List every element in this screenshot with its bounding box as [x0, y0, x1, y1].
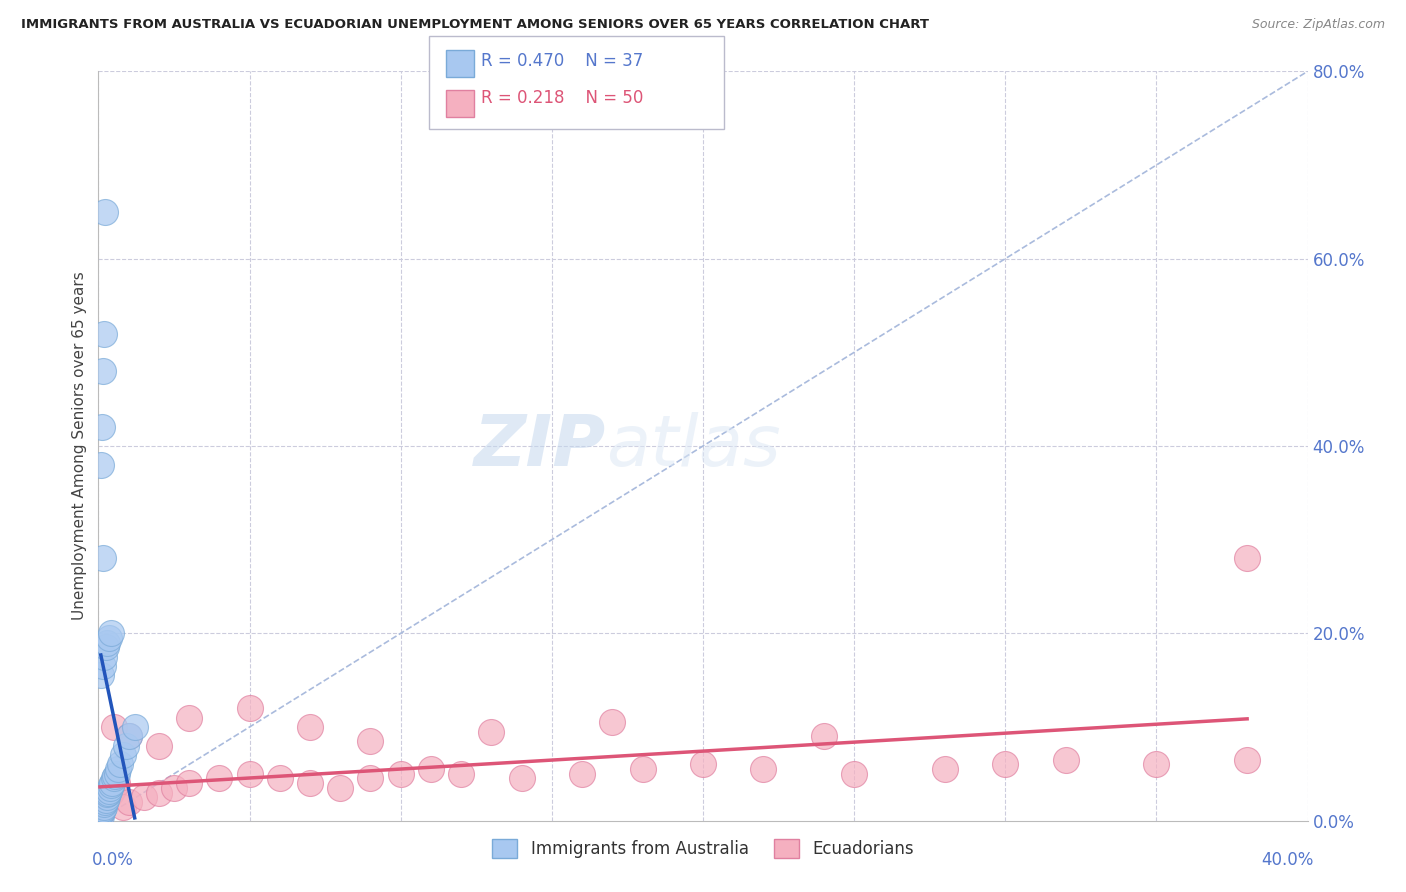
Point	[111, 799, 134, 814]
Point	[90, 805, 112, 819]
Point	[108, 757, 131, 772]
Point	[93, 326, 115, 341]
Point	[97, 786, 120, 800]
Point	[107, 762, 129, 776]
Point	[98, 783, 121, 797]
Text: 40.0%: 40.0%	[1261, 851, 1313, 869]
Point	[179, 710, 201, 724]
Point	[389, 767, 412, 781]
Text: R = 0.218    N = 50: R = 0.218 N = 50	[481, 89, 643, 107]
Text: R = 0.470    N = 37: R = 0.470 N = 37	[481, 52, 643, 70]
Point	[93, 649, 115, 664]
Point	[93, 797, 115, 811]
Point	[96, 790, 118, 805]
Point	[90, 668, 112, 682]
Point	[163, 780, 186, 795]
Point	[98, 788, 121, 802]
Point	[89, 809, 111, 823]
Point	[692, 757, 714, 772]
Point	[481, 724, 503, 739]
Point	[360, 772, 382, 786]
Legend: Immigrants from Australia, Ecuadorians: Immigrants from Australia, Ecuadorians	[485, 833, 921, 864]
Point	[179, 776, 201, 790]
Point	[96, 635, 118, 649]
Point	[96, 788, 118, 802]
Point	[103, 772, 125, 786]
Point	[103, 720, 125, 734]
Point	[91, 802, 114, 816]
Point	[844, 767, 866, 781]
Point	[94, 640, 117, 655]
Point	[90, 806, 112, 821]
Point	[94, 793, 117, 807]
Point	[420, 762, 443, 776]
Point	[269, 772, 291, 786]
Point	[631, 762, 654, 776]
Point	[1144, 757, 1167, 772]
Text: Source: ZipAtlas.com: Source: ZipAtlas.com	[1251, 18, 1385, 31]
Point	[752, 762, 775, 776]
Point	[90, 458, 112, 472]
Point	[93, 799, 115, 814]
Point	[239, 767, 262, 781]
Point	[90, 806, 112, 821]
Text: IMMIGRANTS FROM AUSTRALIA VS ECUADORIAN UNEMPLOYMENT AMONG SENIORS OVER 65 YEARS: IMMIGRANTS FROM AUSTRALIA VS ECUADORIAN …	[21, 18, 929, 31]
Point	[239, 701, 262, 715]
Point	[148, 786, 170, 800]
Point	[101, 776, 124, 790]
Point	[94, 205, 117, 219]
Y-axis label: Unemployment Among Seniors over 65 years: Unemployment Among Seniors over 65 years	[72, 272, 87, 620]
Point	[98, 780, 121, 795]
Point	[91, 802, 114, 816]
Point	[91, 551, 114, 566]
Point	[105, 776, 128, 790]
Point	[118, 795, 141, 809]
Point	[813, 730, 835, 744]
Point	[98, 631, 121, 645]
Point	[93, 797, 115, 811]
Point	[124, 720, 146, 734]
Point	[111, 747, 134, 762]
Text: 0.0%: 0.0%	[93, 851, 134, 869]
Point	[96, 790, 118, 805]
Point	[299, 720, 322, 734]
Point	[118, 730, 141, 744]
Point	[602, 715, 624, 730]
Point	[208, 772, 231, 786]
Point	[132, 790, 155, 805]
Point	[329, 780, 352, 795]
Point	[90, 809, 112, 823]
Point	[994, 757, 1017, 772]
Point	[100, 626, 122, 640]
Point	[94, 793, 117, 807]
Point	[91, 805, 114, 819]
Text: ZIP: ZIP	[474, 411, 606, 481]
Point	[105, 767, 128, 781]
Point	[934, 762, 956, 776]
Point	[100, 778, 122, 792]
Point	[1054, 753, 1077, 767]
Point	[103, 780, 125, 795]
Point	[91, 659, 114, 673]
Point	[93, 795, 115, 809]
Point	[91, 364, 114, 378]
Point	[91, 799, 114, 814]
Point	[100, 786, 122, 800]
Point	[360, 734, 382, 748]
Point	[94, 795, 117, 809]
Point	[1236, 551, 1258, 566]
Point	[118, 730, 141, 744]
Point	[148, 739, 170, 753]
Point	[450, 767, 472, 781]
Point	[571, 767, 593, 781]
Point	[510, 772, 533, 786]
Point	[299, 776, 322, 790]
Point	[114, 739, 136, 753]
Text: atlas: atlas	[606, 411, 780, 481]
Point	[104, 769, 127, 783]
Point	[91, 420, 114, 434]
Point	[1236, 753, 1258, 767]
